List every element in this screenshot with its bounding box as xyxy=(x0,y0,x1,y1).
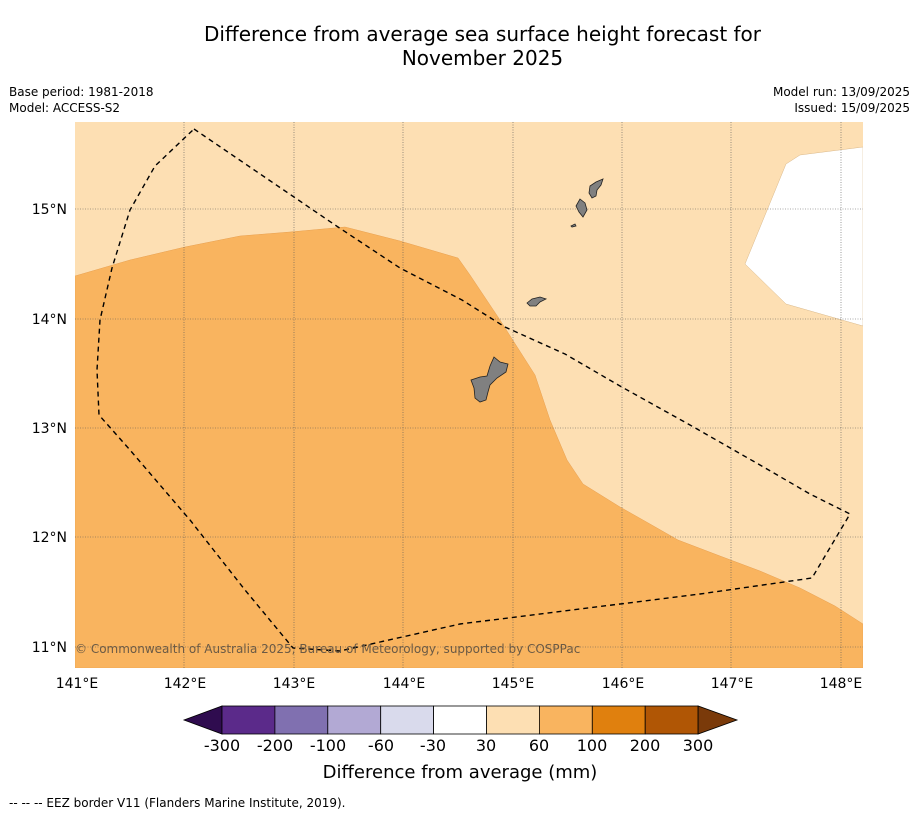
colorbar-segment xyxy=(327,705,382,735)
title-line-2: November 2025 xyxy=(401,46,564,70)
lon-tick: 142°E xyxy=(164,676,207,692)
colorbar-tick: 60 xyxy=(529,736,549,755)
colorbar-tick: 300 xyxy=(683,736,714,755)
colorbar-segment xyxy=(486,705,540,735)
colorbar-tick: 200 xyxy=(630,736,661,755)
lon-tick: 147°E xyxy=(711,676,754,692)
guam-island xyxy=(470,356,509,403)
colorbar-tick: -300 xyxy=(204,736,240,755)
colorbar-tick: 100 xyxy=(577,736,608,755)
colorbar-segment xyxy=(644,705,699,735)
colorbar-ticks: -300 -200 -100 -60 -30 30 60 100 200 300 xyxy=(204,736,713,755)
colorbar-tick: 30 xyxy=(476,736,496,755)
colorbar-tick: -200 xyxy=(257,736,293,755)
colorbar-segment xyxy=(539,705,593,735)
copyright-text: © Commonwealth of Australia 2025, Bureau… xyxy=(75,642,580,656)
colorbar-segment xyxy=(380,705,435,735)
colorbar-tick: -60 xyxy=(368,736,394,755)
anomaly-neutral-region xyxy=(744,146,863,327)
rota-island xyxy=(526,296,548,307)
colorbar-tick: -30 xyxy=(420,736,446,755)
lat-tick: 14°N xyxy=(32,312,67,328)
lon-tick: 146°E xyxy=(602,676,645,692)
map-area: © Commonwealth of Australia 2025, Bureau… xyxy=(75,122,863,668)
saipan-island xyxy=(588,178,604,199)
latitude-ticks: 15°N 14°N 13°N 12°N 11°N xyxy=(32,202,67,656)
lat-tick: 11°N xyxy=(32,640,67,656)
graticule xyxy=(75,122,863,668)
model-name: Model: ACCESS-S2 xyxy=(9,101,121,115)
longitude-ticks: 141°E 142°E 143°E 144°E 145°E 146°E 147°… xyxy=(56,676,863,692)
lon-tick: 148°E xyxy=(820,676,863,692)
colorbar-segment xyxy=(591,705,646,735)
lon-tick: 145°E xyxy=(492,676,535,692)
meta-right: Model run: 13/09/2025 Issued: 15/09/2025 xyxy=(773,84,910,116)
chart-title: Difference from average sea surface heig… xyxy=(0,22,919,70)
lat-tick: 15°N xyxy=(32,202,67,218)
lat-tick: 13°N xyxy=(32,421,67,437)
colorbar-tick: -100 xyxy=(310,736,346,755)
colorbar-segment xyxy=(221,705,276,735)
colorbar-segment xyxy=(274,705,329,735)
colorbar-extend-high xyxy=(697,705,739,735)
colorbar xyxy=(182,705,739,735)
issued-date: Issued: 15/09/2025 xyxy=(794,101,910,115)
colorbar-extend-low xyxy=(182,705,223,735)
model-run: Model run: 13/09/2025 xyxy=(772,85,910,99)
lon-tick: 144°E xyxy=(383,676,426,692)
base-period: Base period: 1981-2018 xyxy=(9,85,154,99)
tinian-island xyxy=(575,198,588,218)
lat-tick: 12°N xyxy=(32,530,67,546)
lon-tick: 141°E xyxy=(56,676,99,692)
aguijan-island xyxy=(570,223,577,228)
colorbar-label: Difference from average (mm) xyxy=(323,762,598,783)
eez-footnote: -- -- -- EEZ border V11 (Flanders Marine… xyxy=(9,796,346,810)
anomaly-60-100-region xyxy=(75,226,863,668)
islands xyxy=(470,178,604,403)
lon-tick: 143°E xyxy=(273,676,316,692)
title-line-1: Difference from average sea surface heig… xyxy=(203,22,762,46)
colorbar-segment xyxy=(433,705,487,735)
meta-left: Base period: 1981-2018 Model: ACCESS-S2 xyxy=(9,84,154,116)
